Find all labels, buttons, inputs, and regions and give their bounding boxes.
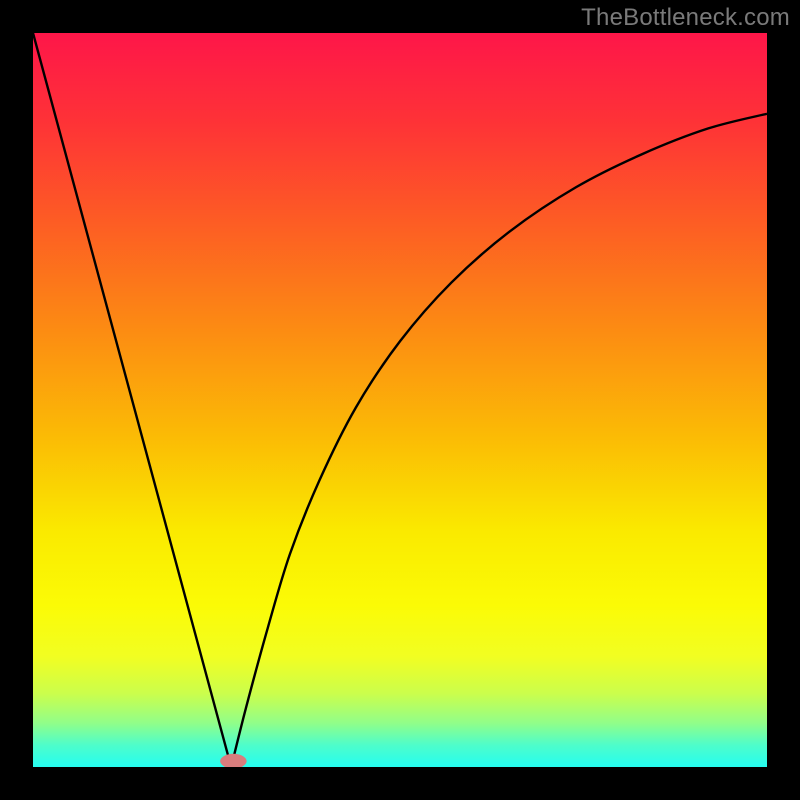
minimum-marker: [220, 754, 246, 767]
plot-area: [33, 33, 767, 767]
watermark-text: TheBottleneck.com: [581, 4, 790, 32]
chart-frame: TheBottleneck.com: [0, 0, 800, 800]
bottleneck-curve: [33, 33, 767, 767]
